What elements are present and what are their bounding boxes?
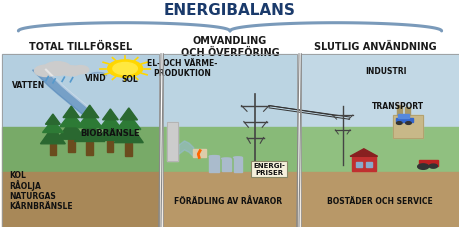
Circle shape [396,122,401,125]
Bar [355,163,361,167]
Bar [163,54,296,127]
Polygon shape [45,115,60,125]
Polygon shape [102,109,118,120]
Circle shape [428,164,437,168]
Text: SLUTLIG ANVÄNDNING: SLUTLIG ANVÄNDNING [313,42,435,52]
Ellipse shape [209,156,219,157]
Bar [404,108,409,116]
Bar [351,157,375,171]
Bar [2,54,158,127]
Text: SOL: SOL [122,75,138,84]
Text: OMVANDLING
OCH ÖVERFÖRING: OMVANDLING OCH ÖVERFÖRING [180,36,279,57]
Text: TOTAL TILLFÖRSEL: TOTAL TILLFÖRSEL [29,42,132,52]
Polygon shape [43,120,63,133]
Circle shape [405,122,410,125]
Bar [418,160,437,166]
Text: NATURGAS: NATURGAS [9,191,56,200]
Bar [233,158,241,173]
Bar [68,140,74,152]
Bar [301,127,458,173]
Text: VATTEN: VATTEN [11,81,45,90]
Circle shape [34,66,57,77]
Bar [396,106,401,116]
Bar [163,54,296,227]
Polygon shape [80,106,99,118]
Circle shape [44,62,71,76]
Bar [107,141,113,153]
Bar [209,157,219,173]
Bar [163,173,296,227]
Bar [125,143,132,156]
Circle shape [72,66,89,74]
Text: KOL: KOL [9,170,26,179]
Polygon shape [74,121,105,142]
Bar [221,159,230,171]
Polygon shape [60,112,83,127]
Polygon shape [40,127,65,144]
Bar [2,127,158,173]
Text: FÖRÄDLING AV RÅVAROR: FÖRÄDLING AV RÅVAROR [173,196,281,205]
Circle shape [61,67,81,76]
Bar [301,54,458,227]
Text: BOSTÄDER OCH SERVICE: BOSTÄDER OCH SERVICE [326,196,431,205]
Circle shape [107,61,142,78]
Bar [301,54,458,127]
Polygon shape [114,123,143,143]
Text: INDUSTRI: INDUSTRI [365,67,406,76]
Bar [193,149,206,158]
Bar [392,116,422,138]
Bar [2,173,158,227]
Text: EL- OCH VÄRME-
PRODUKTION: EL- OCH VÄRME- PRODUKTION [146,58,216,78]
Polygon shape [349,149,377,157]
Polygon shape [77,112,102,128]
Ellipse shape [233,157,241,158]
Text: ENERGI-
PRISER: ENERGI- PRISER [252,163,285,176]
Bar [50,144,56,155]
Text: KÄRNBRÄNSLE: KÄRNBRÄNSLE [9,201,73,210]
Bar [365,163,371,167]
Circle shape [112,63,137,75]
Polygon shape [99,115,121,129]
Bar [86,142,93,156]
Bar [163,127,296,173]
Text: ENERGIBALANS: ENERGIBALANS [164,3,295,18]
Bar [166,123,178,161]
Bar [392,116,422,138]
Text: VIND: VIND [85,74,106,83]
Polygon shape [117,114,140,130]
Polygon shape [63,107,79,118]
Ellipse shape [221,158,230,160]
Circle shape [417,164,428,170]
Bar [166,123,178,161]
Text: RÅOLJA: RÅOLJA [9,180,41,190]
Polygon shape [120,109,137,120]
Bar [395,118,412,123]
Bar [397,115,409,118]
Polygon shape [57,120,85,140]
Bar [301,173,458,227]
Bar [2,54,158,227]
Text: TRANSPORT: TRANSPORT [371,101,423,110]
Polygon shape [97,122,123,141]
Text: BIOBRÄNSLE: BIOBRÄNSLE [80,128,140,137]
